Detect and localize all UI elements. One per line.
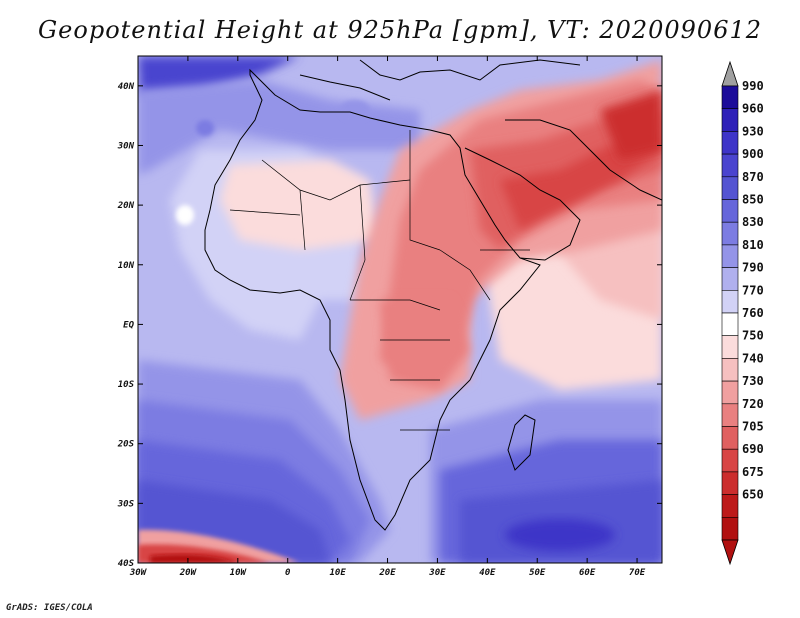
- colorbar-label: 675: [742, 465, 764, 479]
- colorbar-swatch: [721, 426, 739, 450]
- colorbar-swatch: [721, 108, 739, 132]
- colorbar-swatch: [721, 85, 739, 110]
- coastlines: [204, 59, 662, 531]
- colorbar-label: 870: [742, 170, 764, 184]
- y-tick-label: 10S: [118, 380, 135, 390]
- colorbar-swatch: [721, 244, 739, 268]
- colorbar-label: 900: [742, 147, 764, 161]
- x-tick-label: 10W: [230, 568, 248, 578]
- colorbar-label: 960: [742, 102, 764, 116]
- colorbar-swatch: [721, 516, 739, 541]
- colorbar-label: 740: [742, 351, 764, 365]
- colorbar-label: 750: [742, 329, 764, 343]
- colorbar-swatch: [721, 131, 739, 155]
- x-tick-label: 60E: [579, 568, 596, 578]
- colorbar-label: 730: [742, 374, 764, 388]
- colorbar-label: 810: [742, 238, 764, 252]
- map-frame: [137, 55, 663, 564]
- colorbar-bottom-arrow: [721, 539, 739, 566]
- y-tick-label: 20N: [117, 201, 135, 211]
- colorbar-swatch: [721, 471, 739, 495]
- colorbar-swatch: [721, 358, 739, 382]
- x-tick-label: 50E: [529, 568, 546, 578]
- colorbar-label: 720: [742, 397, 764, 411]
- colorbar-label: 850: [742, 193, 764, 207]
- colorbar-swatch: [721, 494, 739, 518]
- colorbar-swatch: [721, 267, 739, 291]
- colorbar-swatch: [721, 289, 739, 314]
- colorbar-label: 990: [742, 79, 764, 93]
- colorbar-label: 830: [742, 215, 764, 229]
- colorbar-swatch: [721, 176, 739, 200]
- y-tick-label: 30S: [117, 499, 135, 509]
- y-tick-label: 20S: [117, 440, 135, 450]
- y-tick-label: 10N: [118, 261, 135, 271]
- x-tick-label: 20W: [179, 568, 198, 578]
- colorbar-label: 790: [742, 261, 764, 275]
- country-borders: [229, 130, 530, 431]
- y-axis: 40N 30N 20N 10N EQ 10S 20S 30S 40S: [117, 82, 662, 569]
- colorbar-swatch: [721, 380, 739, 405]
- x-tick-label: 20E: [378, 568, 396, 578]
- colorbar-label: 705: [742, 420, 764, 434]
- colorbar-top-arrow: [721, 60, 739, 87]
- y-tick-label: 30N: [117, 141, 135, 151]
- colorbar-swatch: [721, 199, 739, 223]
- colorbar-label: 930: [742, 124, 764, 138]
- x-tick-label: 40E: [479, 568, 496, 578]
- x-tick-label: 70E: [629, 568, 646, 578]
- x-axis: 30W 20W 10W 0 10E 20E 30E 40E 50E 60E 70E: [129, 56, 646, 578]
- colorbar-swatch: [721, 403, 739, 427]
- y-tick-label: 40N: [118, 82, 135, 92]
- x-tick-label: 30W: [129, 568, 148, 578]
- colorbar-label: 770: [742, 283, 764, 297]
- x-tick-label: 30E: [428, 568, 446, 578]
- colorbar-label: 690: [742, 442, 764, 456]
- colorbar-label: 650: [742, 488, 764, 502]
- x-tick-label: 0: [285, 568, 291, 578]
- colorbar-swatch: [721, 335, 739, 359]
- colorbar: 990 960 930 900 870 850 830 810 790 770 760 750 740 7…: [721, 60, 764, 566]
- geopotential-field: [138, 56, 662, 563]
- colorbar-label: 760: [742, 306, 764, 320]
- colorbar-swatch: [721, 221, 739, 246]
- colorbar-swatch: [721, 448, 739, 473]
- map-title: Geopotential Height at 925hPa [gpm], VT:…: [38, 16, 762, 44]
- colorbar-swatch: [721, 153, 739, 178]
- x-tick-label: 10E: [329, 568, 346, 578]
- colorbar-swatch: [721, 312, 739, 337]
- y-tick-label: 40S: [118, 559, 135, 569]
- y-tick-label: EQ: [123, 320, 134, 330]
- grads-credit: GrADS: IGES/COLA: [6, 603, 93, 613]
